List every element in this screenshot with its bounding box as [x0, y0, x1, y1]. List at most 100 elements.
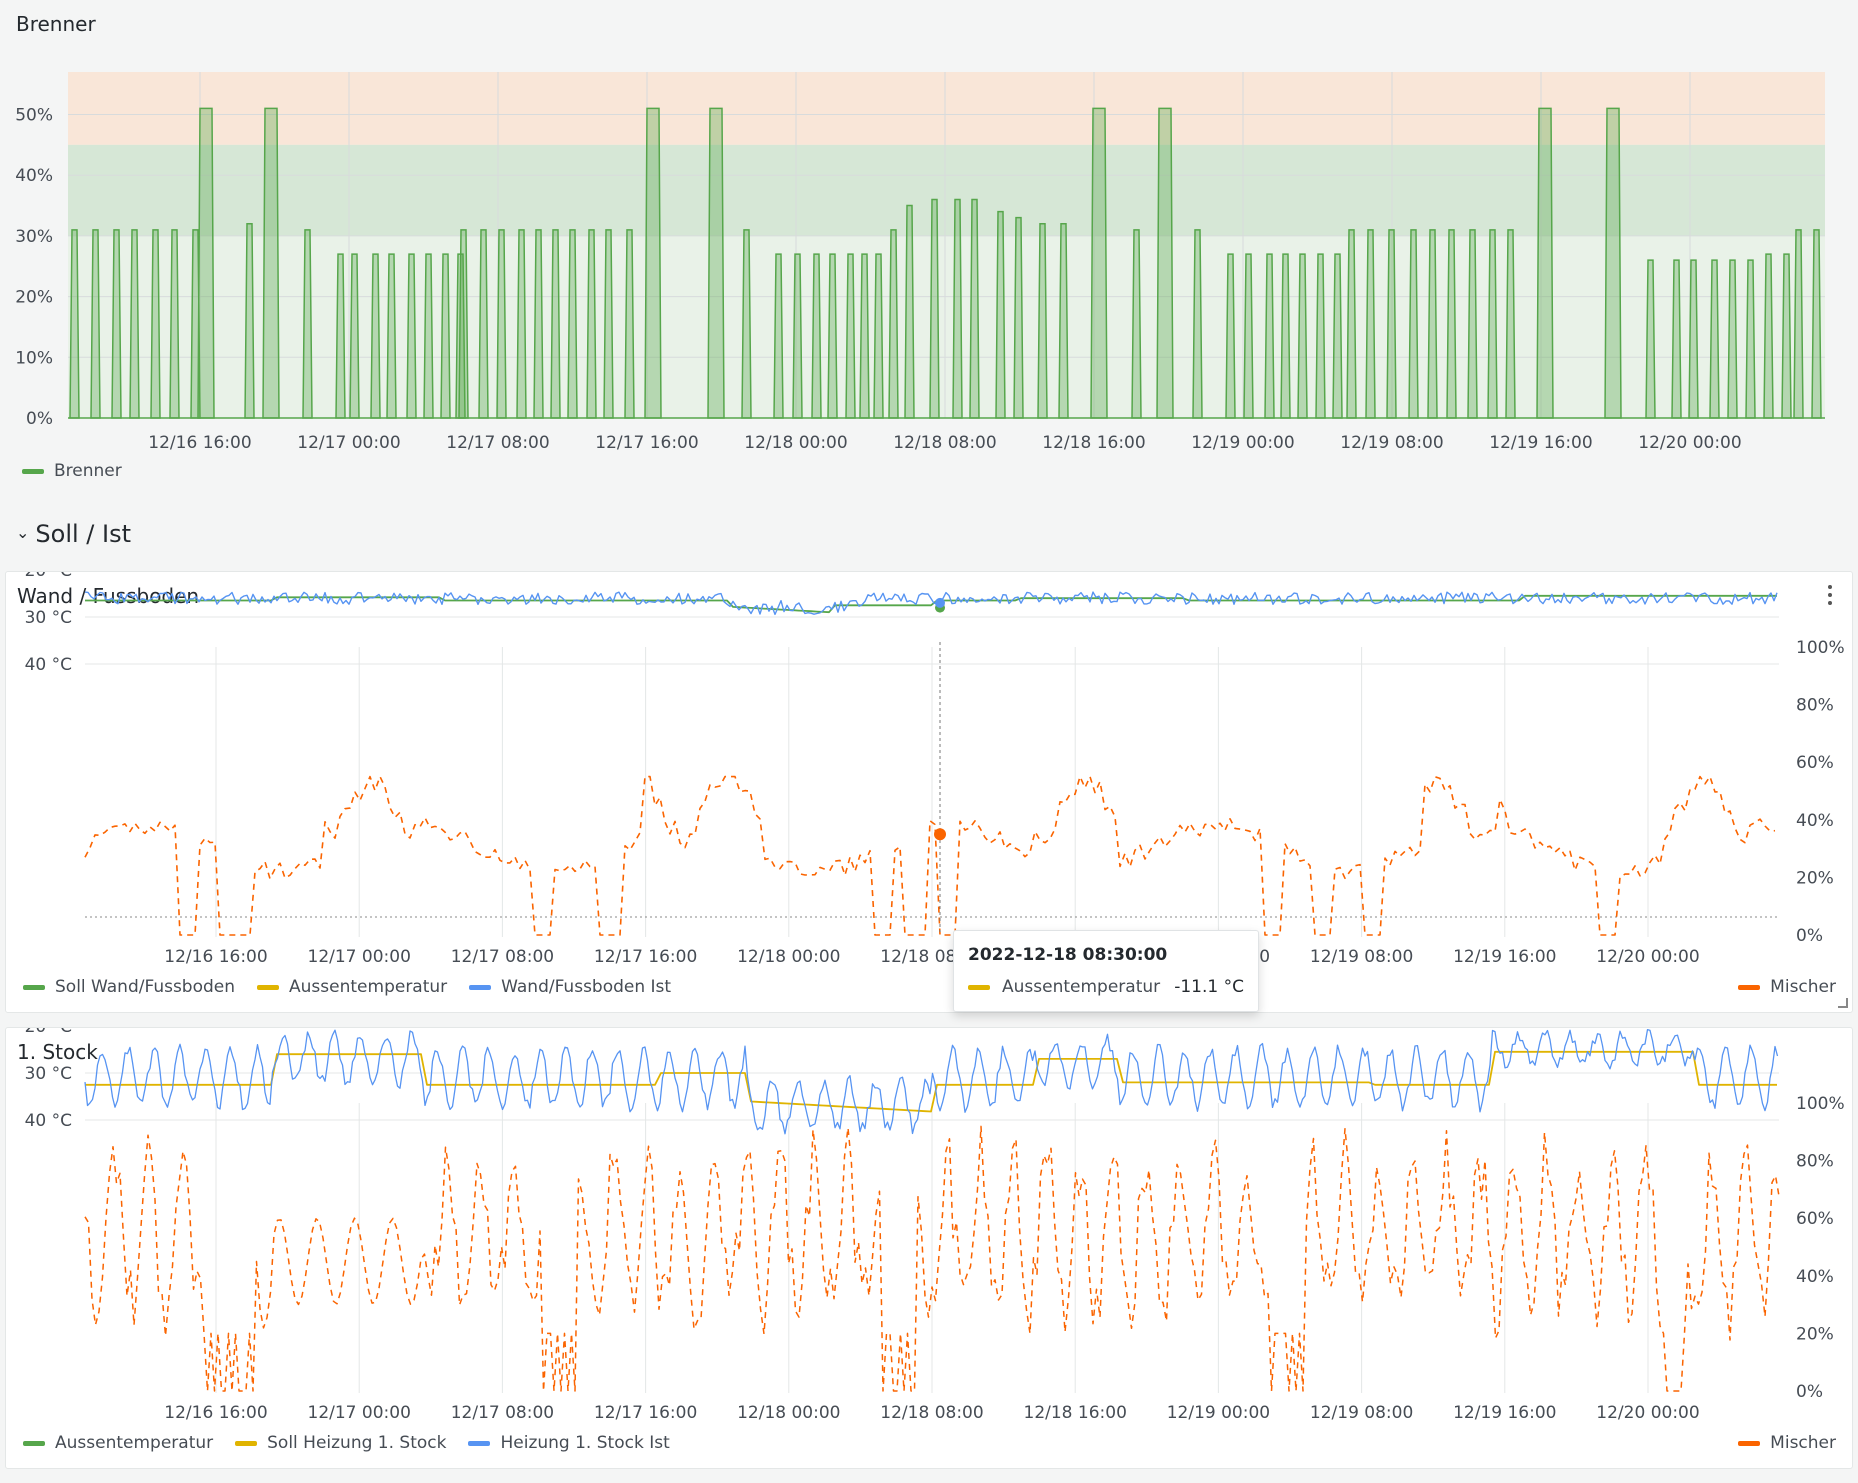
y-tick-label: 20% — [15, 288, 53, 308]
brenner-pulse — [969, 198, 980, 419]
hover-point — [934, 828, 946, 841]
brenner-pulse — [1536, 107, 1554, 419]
legend-label: Mischer — [1770, 977, 1836, 997]
y-tick-label: 30 °C — [25, 1064, 72, 1084]
legend-item-brenner[interactable]: Brenner — [22, 461, 122, 481]
legend-item-soll-heizung[interactable]: Soll Heizung 1. Stock — [235, 1433, 446, 1453]
legend-label: Brenner — [54, 461, 122, 481]
threshold-band — [68, 72, 1825, 145]
brenner-pulse — [827, 253, 838, 419]
y-right-tick-label: 60% — [1796, 753, 1834, 773]
tooltip-row: Aussentemperatur -11.1 °C — [968, 977, 1244, 997]
brenner-chart[interactable]: 0% 10% 20% 30% 40% 50% 12/16 16:00 12/17 00:00 1… — [0, 0, 1858, 500]
brenner-pulse — [873, 253, 884, 419]
brenner-pulse — [169, 229, 180, 419]
y-tick-label: 20 °C — [25, 572, 72, 581]
brenner-pulse — [111, 229, 122, 419]
brenner-pulse — [773, 253, 784, 419]
brenner-pulse — [1505, 229, 1516, 419]
legend-item-wand-ist[interactable]: Wand/Fussboden Ist — [469, 977, 671, 997]
legend-item-soll-wand[interactable]: Soll Wand/Fussboden — [23, 977, 235, 997]
x-tick-label: 12/19 16:00 — [1453, 1403, 1556, 1423]
brenner-pulse — [888, 229, 899, 419]
panel-menu-icon[interactable] — [1820, 582, 1840, 608]
brenner-pulse — [586, 229, 597, 419]
legend-item-aussentemperatur[interactable]: Aussentemperatur — [257, 977, 447, 997]
brenner-pulse — [1090, 107, 1108, 419]
x-tick-label: 12/17 00:00 — [297, 433, 400, 453]
x-tick-label: 12/19 08:00 — [1310, 1403, 1413, 1423]
x-tick-label: 12/19 08:00 — [1310, 947, 1413, 967]
brenner-pulse — [349, 253, 360, 419]
x-tick-label: 12/20 00:00 — [1596, 1403, 1699, 1423]
stock-panel: 1. Stock 40 °C30 °C20 °C10 °C0 °C-10 °C1… — [5, 1027, 1853, 1469]
brenner-pulse — [1727, 259, 1738, 419]
y-tick-label: 40 °C — [25, 655, 72, 675]
tooltip-series: Aussentemperatur — [1002, 977, 1161, 997]
stock-legend: Aussentemperatur Soll Heizung 1. Stock H… — [23, 1433, 670, 1453]
brenner-pulse — [1487, 229, 1498, 419]
y-tick-label: 20 °C — [25, 1028, 72, 1037]
y-right-tick-label: 40% — [1796, 811, 1834, 831]
panel-title[interactable]: Brenner — [16, 12, 96, 36]
brenner-pulse — [603, 229, 614, 419]
legend-item-mischer[interactable]: Mischer — [1738, 1433, 1836, 1453]
brenner-pulse — [129, 229, 140, 419]
brenner-pulse — [406, 253, 417, 419]
x-tick-label: 12/18 16:00 — [1024, 1403, 1127, 1423]
legend-label: Heizung 1. Stock Ist — [500, 1433, 670, 1453]
brenner-pulse — [244, 223, 255, 419]
brenner-pulse — [904, 204, 915, 419]
x-tick-label: 12/17 16:00 — [594, 947, 697, 967]
hover-tooltip: 2022-12-18 08:30:00 Aussentemperatur -11… — [953, 930, 1259, 1012]
brenner-pulse — [1467, 229, 1478, 419]
brenner-pulse — [952, 198, 963, 419]
brenner-pulse — [1156, 107, 1174, 419]
brenner-pulse — [1225, 253, 1236, 419]
brenner-pulse — [1645, 259, 1656, 419]
series-soll-wand — [85, 594, 1777, 614]
x-tick-label: 12/18 16:00 — [1042, 433, 1145, 453]
y-right-tick-label: 60% — [1796, 1209, 1834, 1229]
brenner-pulse — [440, 253, 451, 419]
brenner-pulse — [90, 229, 101, 419]
legend-swatch — [1738, 984, 1761, 990]
y-right-tick-label: 0% — [1796, 926, 1823, 946]
tooltip-value: -11.1 °C — [1174, 977, 1244, 997]
stock-chart[interactable]: 40 °C30 °C20 °C10 °C0 °C-10 °C100%80%60%… — [6, 1028, 1854, 1470]
x-tick-label: 12/17 00:00 — [308, 947, 411, 967]
legend-item-heizung-ist[interactable]: Heizung 1. Stock Ist — [468, 1433, 670, 1453]
x-tick-label: 12/19 00:00 — [1167, 1403, 1270, 1423]
brenner-pulse — [1058, 223, 1069, 419]
brenner-pulse — [1037, 223, 1048, 419]
legend-item-aussentemperatur[interactable]: Aussentemperatur — [23, 1433, 213, 1453]
brenner-pulse — [150, 229, 161, 419]
brenner-pulse — [707, 107, 725, 419]
brenner-pulse — [516, 229, 527, 419]
brenner-pulse — [1408, 229, 1419, 419]
brenner-pulse — [1192, 229, 1203, 419]
wand-chart[interactable]: 40 °C30 °C20 °C10 °C0 °C-10 °C100%80%60%… — [6, 572, 1854, 1014]
legend-label: Aussentemperatur — [289, 977, 448, 997]
legend-label: Soll Heizung 1. Stock — [267, 1433, 447, 1453]
legend-item-mischer[interactable]: Mischer — [1738, 977, 1836, 997]
chevron-down-icon: ⌄ — [16, 522, 30, 542]
legend-label: Soll Wand/Fussboden — [55, 977, 236, 997]
row-header-soll-ist[interactable]: ⌄ Soll / Ist — [16, 520, 131, 548]
brenner-pulse — [1446, 229, 1457, 419]
brenner-pulse — [69, 229, 80, 419]
legend-swatch — [1738, 1440, 1761, 1446]
resize-handle-icon[interactable] — [1838, 998, 1848, 1008]
series-mischer — [84, 775, 1776, 936]
brenner-pulse — [1297, 253, 1308, 419]
y-tick-label: 0% — [26, 409, 53, 429]
legend-label: Aussentemperatur — [55, 1433, 214, 1453]
y-tick-label: 50% — [15, 105, 53, 125]
panel-title[interactable]: Wand / Fussboden — [17, 584, 200, 608]
brenner-pulse — [811, 253, 822, 419]
y-right-tick-label: 40% — [1796, 1267, 1834, 1287]
brenner-pulse — [1604, 107, 1622, 419]
brenner-pulse — [995, 210, 1006, 419]
panel-title[interactable]: 1. Stock — [17, 1040, 98, 1064]
brenner-pulse — [1781, 253, 1792, 419]
